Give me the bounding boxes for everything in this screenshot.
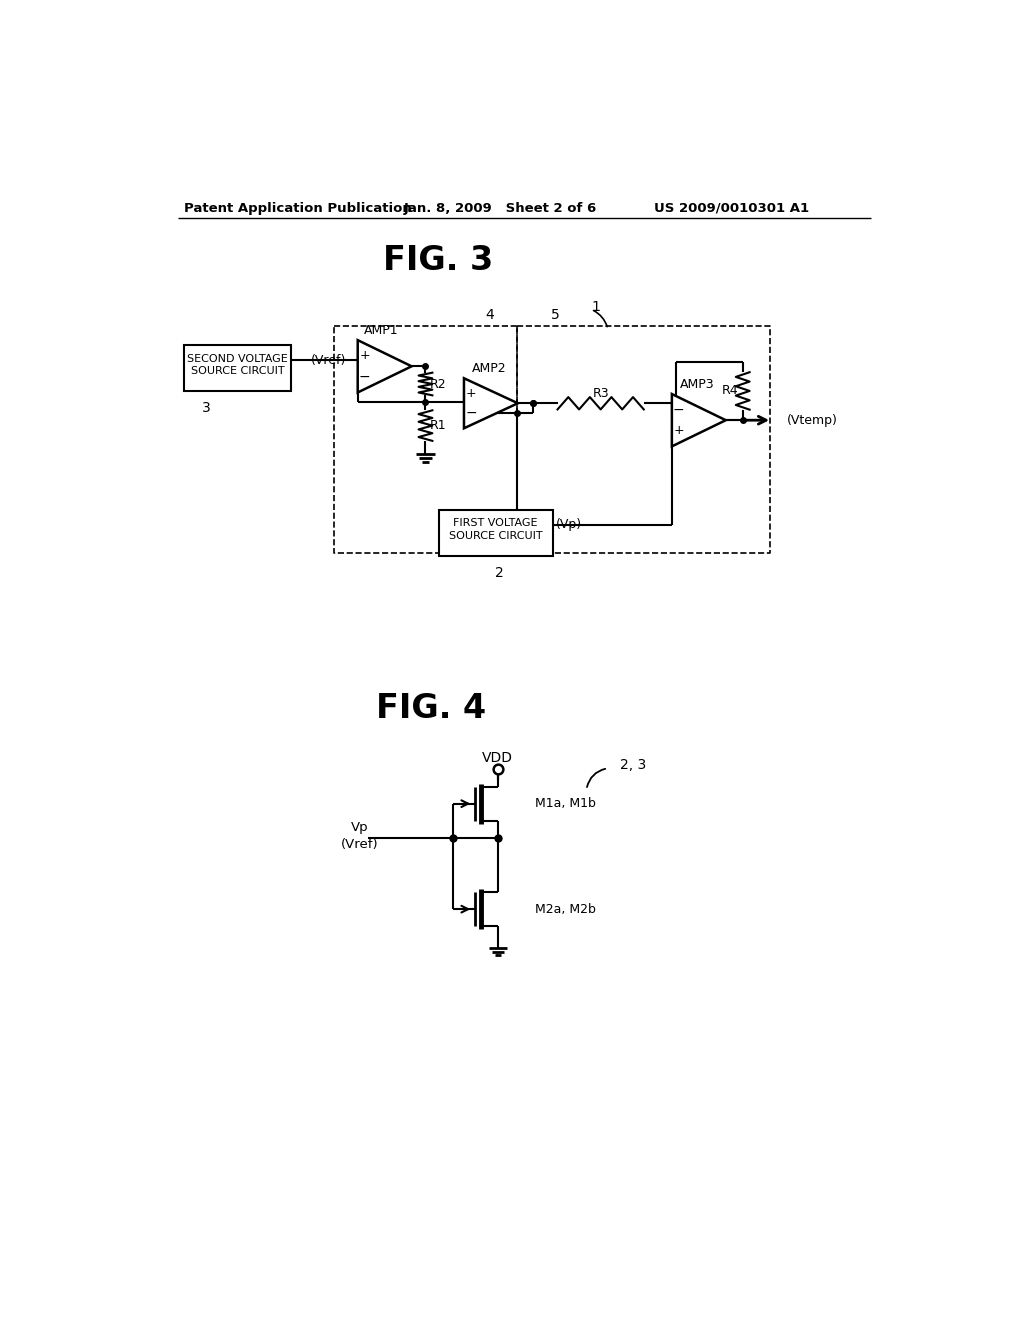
Text: SOURCE CIRCUIT: SOURCE CIRCUIT	[449, 531, 543, 541]
Text: US 2009/0010301 A1: US 2009/0010301 A1	[654, 202, 809, 215]
Text: FIG. 4: FIG. 4	[376, 693, 486, 726]
Text: R4: R4	[722, 384, 738, 397]
Polygon shape	[357, 341, 412, 392]
Text: Jan. 8, 2009   Sheet 2 of 6: Jan. 8, 2009 Sheet 2 of 6	[403, 202, 597, 215]
Text: 1: 1	[591, 300, 600, 314]
Text: +: +	[674, 424, 684, 437]
Text: SOURCE CIRCUIT: SOURCE CIRCUIT	[190, 366, 285, 376]
Text: R1: R1	[429, 418, 446, 432]
Bar	[438, 510, 553, 556]
Polygon shape	[672, 395, 726, 446]
Text: (Vp): (Vp)	[556, 519, 582, 532]
Polygon shape	[464, 379, 518, 428]
Text: −: −	[358, 370, 371, 384]
Text: −: −	[465, 407, 477, 420]
Text: (Vref): (Vref)	[310, 354, 346, 367]
Text: VDD: VDD	[482, 751, 513, 766]
Text: (Vtemp): (Vtemp)	[787, 413, 839, 426]
Text: 3: 3	[202, 401, 210, 414]
Text: −: −	[673, 403, 685, 417]
Text: FIG. 3: FIG. 3	[383, 244, 494, 277]
Text: +: +	[359, 350, 370, 362]
Text: SECOND VOLTAGE: SECOND VOLTAGE	[187, 354, 288, 363]
Text: Vp: Vp	[351, 821, 369, 834]
Text: M1a, M1b: M1a, M1b	[535, 797, 596, 810]
Text: AMP1: AMP1	[365, 325, 399, 338]
Text: R2: R2	[429, 378, 446, 391]
Text: (Vref): (Vref)	[341, 838, 379, 851]
Bar	[184, 345, 291, 391]
Text: 4: 4	[485, 309, 495, 322]
Text: 2, 3: 2, 3	[621, 758, 646, 772]
Text: +: +	[466, 387, 476, 400]
Text: FIRST VOLTAGE: FIRST VOLTAGE	[454, 519, 538, 528]
Text: AMP3: AMP3	[680, 379, 715, 391]
Text: M2a, M2b: M2a, M2b	[535, 903, 596, 916]
Text: 5: 5	[551, 309, 560, 322]
Text: Patent Application Publication: Patent Application Publication	[184, 202, 413, 215]
Text: 2: 2	[495, 566, 504, 579]
Text: AMP2: AMP2	[472, 363, 507, 375]
Text: R3: R3	[592, 387, 609, 400]
